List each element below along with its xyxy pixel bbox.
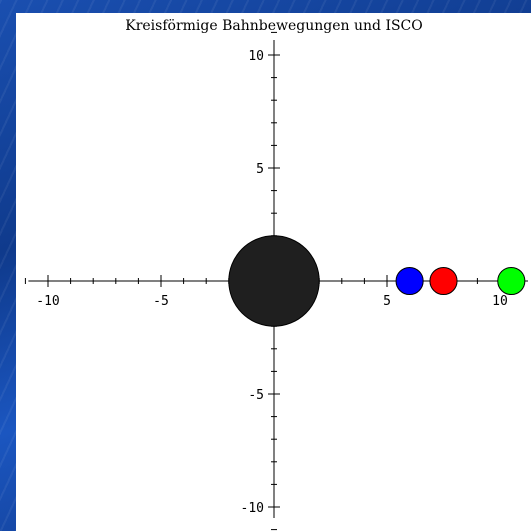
marker (429, 266, 458, 296)
markers (228, 235, 526, 327)
x-tick-label: -5 (153, 294, 169, 309)
y-tick-label: -10 (241, 501, 264, 516)
marker (395, 266, 424, 296)
chart-title: Kreisförmige Bahnbewegungen und ISCO (125, 18, 423, 34)
x-tick-label: -10 (36, 294, 59, 309)
y-tick-label: 10 (248, 49, 264, 64)
x-tick-label: 10 (492, 294, 508, 309)
marker (228, 235, 320, 327)
y-tick-label: 5 (256, 162, 264, 177)
y-tick-label: -5 (248, 388, 264, 403)
x-tick-label: 5 (383, 294, 391, 309)
marker (497, 266, 526, 296)
